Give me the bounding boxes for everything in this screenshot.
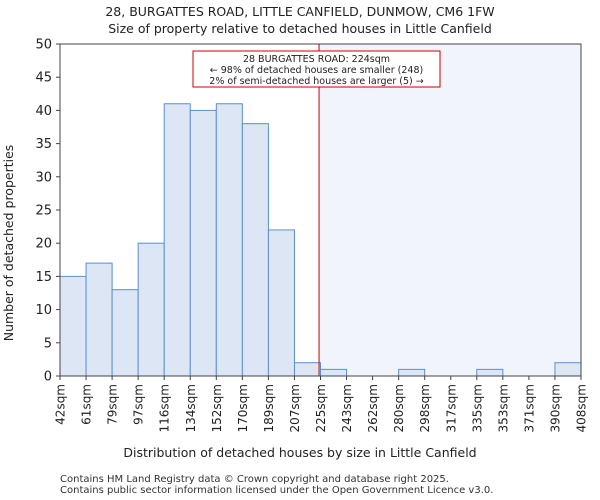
y-tick-label: 35 — [35, 137, 52, 152]
bar-207sqm — [293, 362, 322, 377]
y-tick-label: 30 — [35, 170, 52, 185]
bar-189sqm — [267, 229, 295, 377]
bar-134sqm — [189, 109, 217, 377]
y-tick-label: 40 — [35, 104, 52, 119]
bar-280sqm — [398, 368, 426, 377]
x-tick-label: 353sqm — [496, 384, 510, 432]
x-tick-label: 298sqm — [418, 384, 432, 432]
chart-subtitle: Size of property relative to detached ho… — [108, 21, 492, 36]
x-tick-label: 97sqm — [132, 384, 146, 425]
x-tick-label: 317sqm — [444, 384, 458, 432]
annotation-line-3: 2% of semi-detached houses are larger (5… — [209, 76, 423, 87]
bar-79sqm — [111, 289, 139, 377]
y-tick-label: 5 — [44, 336, 52, 351]
x-tick-label: 262sqm — [366, 384, 380, 432]
bar-335sqm — [476, 368, 504, 377]
y-tick-label: 50 — [35, 38, 52, 53]
highlight-region — [319, 44, 581, 376]
bar-170sqm — [241, 123, 269, 377]
y-tick-label: 20 — [35, 237, 52, 252]
bar-152sqm — [215, 103, 243, 377]
x-tick-label: 134sqm — [184, 384, 198, 432]
x-tick-label: 335sqm — [470, 384, 484, 432]
y-tick-label: 0 — [44, 370, 52, 385]
x-tick-label: 371sqm — [522, 384, 536, 432]
bar-42sqm — [59, 275, 87, 377]
x-tick-label: 116sqm — [158, 384, 172, 432]
x-tick-label: 280sqm — [392, 384, 406, 432]
y-tick-label: 15 — [35, 270, 52, 285]
bar-225sqm — [320, 368, 348, 377]
x-tick-label: 243sqm — [340, 384, 354, 432]
y-tick-label: 10 — [35, 303, 52, 318]
bar-97sqm — [137, 242, 165, 377]
annotation-line-1: 28 BURGATTES ROAD: 224sqm — [243, 54, 390, 65]
x-tick-label: 79sqm — [106, 384, 120, 425]
bar-61sqm — [85, 262, 113, 377]
x-tick-label: 170sqm — [236, 384, 250, 432]
annotation-box — [192, 50, 441, 88]
x-tick-label: 61sqm — [80, 384, 94, 425]
x-tick-label: 225sqm — [314, 384, 328, 432]
x-tick-label: 390sqm — [548, 384, 562, 432]
y-tick-label: 45 — [35, 71, 52, 86]
x-tick-label: 42sqm — [54, 384, 68, 425]
x-tick-label: 207sqm — [288, 384, 302, 432]
x-tick-label: 408sqm — [575, 384, 589, 432]
x-axis-label: Distribution of detached houses by size … — [123, 445, 476, 460]
y-axis-label: Number of detached properties — [1, 145, 16, 342]
chart-title: 28, BURGATTES ROAD, LITTLE CANFIELD, DUN… — [105, 4, 495, 19]
footer-line-2: Contains public sector information licen… — [60, 485, 494, 496]
x-tick-label: 152sqm — [210, 384, 224, 432]
y-tick-label: 25 — [35, 204, 52, 219]
footer-line-1: Contains HM Land Registry data © Crown c… — [60, 474, 449, 485]
annotation-line-2: ← 98% of detached houses are smaller (24… — [210, 65, 423, 76]
bar-116sqm — [163, 103, 191, 377]
x-tick-label: 189sqm — [262, 384, 276, 432]
bar-390sqm — [554, 362, 582, 377]
